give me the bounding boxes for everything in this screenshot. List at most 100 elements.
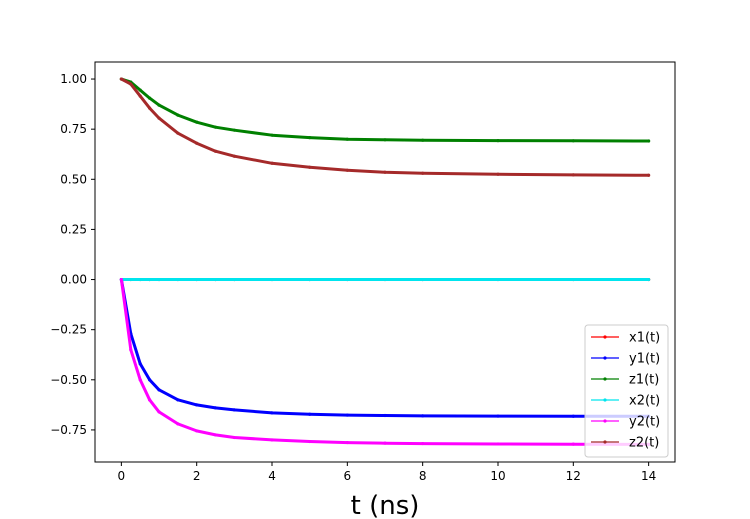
series-point bbox=[308, 439, 312, 444]
series-point bbox=[129, 82, 133, 86]
x-tick-label: 2 bbox=[193, 469, 201, 483]
series-point bbox=[383, 138, 387, 142]
series-point bbox=[195, 277, 199, 282]
legend-swatch-marker bbox=[603, 356, 607, 360]
series-point bbox=[383, 277, 387, 282]
y-tick-label: 1.00 bbox=[60, 72, 87, 86]
series-point bbox=[129, 348, 133, 352]
series-point bbox=[421, 414, 425, 418]
series-point bbox=[496, 138, 500, 143]
series-point bbox=[496, 172, 500, 176]
series-layer bbox=[119, 77, 651, 446]
series-point bbox=[270, 438, 274, 442]
series-point bbox=[383, 413, 387, 418]
series-point bbox=[213, 277, 218, 282]
series-point bbox=[571, 173, 575, 177]
series-point bbox=[421, 277, 425, 282]
x-axis-ticks: 0 2 4 6 8 10 12 14 bbox=[118, 462, 656, 483]
legend: x1(t) y1(t) z1(t) x2(t) y2(t) z2(t) bbox=[584, 324, 669, 458]
series-point bbox=[571, 139, 575, 143]
series-point bbox=[421, 441, 425, 446]
y-tick-label: 0.25 bbox=[60, 222, 87, 236]
series-point bbox=[383, 170, 387, 174]
series-point bbox=[129, 277, 133, 282]
legend-label: y1(t) bbox=[629, 352, 660, 367]
legend-swatch-marker bbox=[603, 377, 607, 381]
series-point bbox=[496, 277, 500, 282]
series-point bbox=[308, 277, 312, 282]
legend-swatch-marker bbox=[603, 398, 607, 402]
series-point bbox=[119, 77, 123, 81]
legend-swatch-marker bbox=[603, 335, 607, 339]
y-tick-label: 0.50 bbox=[60, 172, 87, 186]
legend-swatch-marker bbox=[603, 419, 607, 423]
series-point bbox=[232, 408, 236, 412]
series-point bbox=[213, 433, 218, 437]
series-point bbox=[270, 133, 274, 137]
legend-label: z2(t) bbox=[629, 436, 659, 451]
series-point bbox=[383, 441, 387, 445]
series-point bbox=[195, 429, 199, 433]
series-point bbox=[571, 442, 575, 446]
x-tick-label: 10 bbox=[490, 469, 505, 483]
series-point bbox=[138, 362, 142, 366]
series-point bbox=[647, 139, 651, 143]
series-point bbox=[270, 277, 274, 282]
legend-label: x1(t) bbox=[629, 331, 660, 346]
series-point bbox=[232, 154, 236, 158]
series-point bbox=[308, 165, 312, 169]
legend-swatch-marker bbox=[603, 440, 607, 444]
series-point bbox=[157, 116, 161, 120]
series-point bbox=[232, 435, 236, 440]
series-point bbox=[176, 422, 180, 426]
x-tick-label: 8 bbox=[419, 469, 427, 483]
series-point bbox=[345, 168, 349, 172]
series-point bbox=[138, 88, 142, 92]
series-point bbox=[195, 141, 199, 145]
series-point bbox=[213, 125, 218, 129]
x-tick-label: 4 bbox=[268, 469, 276, 483]
series-point bbox=[148, 378, 152, 382]
series-point bbox=[157, 277, 161, 282]
x-tick-label: 6 bbox=[344, 469, 352, 483]
series-point bbox=[176, 398, 180, 402]
x-axis-title: t (ns) bbox=[351, 491, 420, 519]
x-tick-label: 0 bbox=[118, 469, 126, 483]
series-point bbox=[270, 411, 274, 415]
series-point bbox=[213, 406, 218, 410]
series-point bbox=[195, 403, 199, 407]
series-point bbox=[232, 128, 236, 132]
series-point bbox=[421, 138, 425, 142]
series-point bbox=[157, 410, 161, 414]
y-tick-label: 0.75 bbox=[60, 122, 87, 136]
y-tick-label: −0.75 bbox=[50, 423, 87, 437]
series-point bbox=[148, 96, 152, 100]
x-tick-label: 14 bbox=[641, 469, 656, 483]
series-point bbox=[345, 137, 349, 141]
series-point bbox=[157, 388, 161, 392]
series-point bbox=[647, 173, 651, 177]
legend-label: z1(t) bbox=[629, 373, 659, 388]
y-tick-label: −0.50 bbox=[50, 373, 87, 387]
series-point bbox=[232, 277, 236, 282]
series-point bbox=[176, 277, 180, 282]
series-point bbox=[496, 414, 500, 418]
series-point bbox=[345, 440, 349, 445]
series-point bbox=[647, 277, 651, 282]
series-point bbox=[308, 412, 312, 416]
series-point bbox=[421, 171, 425, 175]
series-point bbox=[148, 106, 152, 110]
series-point bbox=[195, 120, 199, 124]
y-axis-ticks: 1.00 0.75 0.50 0.25 0.00 −0.25 −0.50 −0.75 bbox=[50, 72, 95, 437]
series-point bbox=[148, 398, 152, 402]
y-tick-label: −0.25 bbox=[50, 323, 87, 337]
legend-label: y2(t) bbox=[629, 415, 660, 430]
y-tick-label: 0.00 bbox=[60, 273, 87, 287]
plot-area-frame bbox=[94, 61, 676, 463]
series-point bbox=[176, 113, 180, 117]
series-point bbox=[308, 135, 312, 140]
series-point bbox=[571, 414, 575, 418]
series-point bbox=[119, 277, 123, 282]
series-point bbox=[138, 378, 142, 382]
